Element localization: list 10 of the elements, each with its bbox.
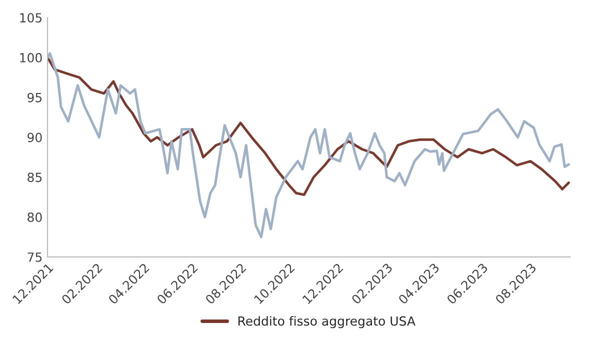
y-tick-label: 105 xyxy=(20,13,42,23)
y-tick-label: 85 xyxy=(28,172,42,182)
legend-label: Reddito fisso aggregato USA xyxy=(238,316,416,328)
y-tick-label: 90 xyxy=(28,132,42,142)
line-series xyxy=(48,52,570,238)
line-series xyxy=(48,56,570,196)
y-tick-label: 80 xyxy=(28,212,42,222)
y-tick-label: 75 xyxy=(28,252,42,262)
y-tick-label: 100 xyxy=(20,52,42,62)
y-tick-label: 95 xyxy=(28,92,42,102)
